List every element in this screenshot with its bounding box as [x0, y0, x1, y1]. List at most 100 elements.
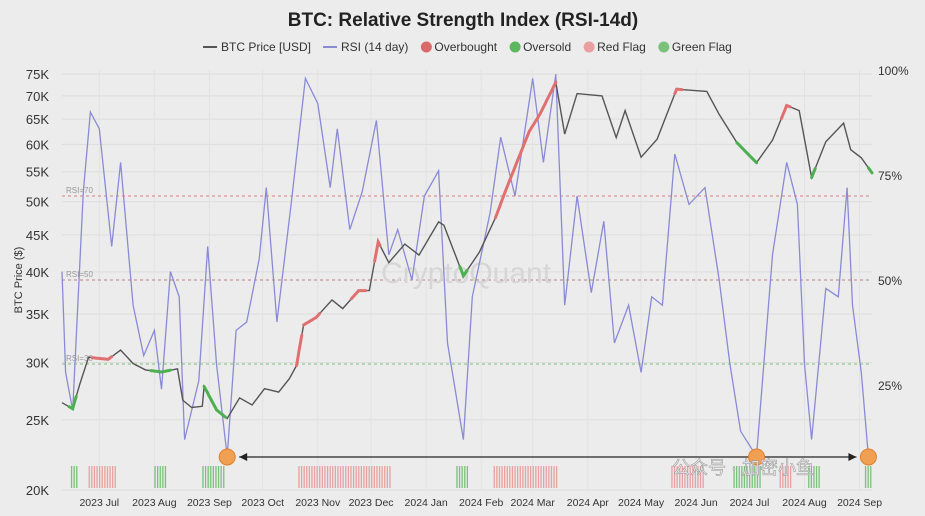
flag-bar — [548, 466, 550, 488]
flag-bar — [352, 466, 355, 488]
flag-bar — [787, 466, 789, 488]
flag-bar — [316, 466, 318, 488]
flag-bar — [553, 466, 555, 488]
legend: BTC Price [USD] RSI (14 day) Overbought Ove… — [203, 40, 732, 54]
flag-bar — [386, 466, 388, 488]
flag-bar — [389, 466, 391, 488]
flag-bar — [212, 466, 214, 488]
flag-bar — [381, 466, 383, 488]
flag-bar — [741, 466, 743, 488]
x-tick-9: 2024 Apr — [567, 497, 610, 509]
flag-bar — [532, 466, 534, 488]
y-left-tick-5: 50K — [26, 195, 49, 210]
x-tick-2: 2023 Sep — [187, 497, 232, 509]
y-left-tick-6: 45K — [26, 228, 49, 243]
flag-bar — [746, 466, 748, 488]
highlight-segment-9 — [493, 80, 558, 220]
legend-label-2: Overbought — [434, 40, 497, 54]
flag-bar — [311, 466, 313, 488]
highlight-segment-2 — [149, 368, 172, 374]
x-tick-10: 2024 May — [618, 497, 665, 509]
x-tick-3: 2023 Oct — [241, 497, 284, 509]
flag-bar — [818, 466, 820, 488]
flag-bar — [373, 466, 375, 488]
flag-bar — [358, 466, 360, 488]
flag-bar — [303, 466, 305, 488]
annotations — [218, 448, 877, 466]
x-tick-6: 2024 Jan — [405, 497, 448, 509]
flag-bar — [509, 466, 511, 488]
flag-bar — [337, 466, 339, 488]
flag-bar — [689, 466, 691, 488]
flag-bar — [112, 466, 114, 488]
legend-label-1: RSI (14 day) — [341, 40, 408, 54]
flag-bar — [808, 466, 810, 488]
flag-bar — [313, 466, 316, 488]
x-tick-11: 2024 Jun — [675, 497, 718, 509]
ref-label-2: RSI=30 — [66, 354, 93, 363]
flag-bar — [223, 466, 225, 488]
flag-bar — [676, 466, 678, 488]
flag-bar — [736, 466, 738, 488]
flag-bar — [556, 466, 558, 488]
flag-bar-group-2 — [154, 466, 167, 488]
flag-bar — [466, 466, 468, 488]
flag-bar — [694, 466, 696, 488]
x-tick-14: 2024 Sep — [837, 497, 882, 509]
flag-bar — [754, 466, 756, 488]
flag-bar — [550, 466, 553, 488]
flag-bar — [733, 466, 735, 488]
flag-bar — [790, 466, 792, 488]
highlight-segment-1 — [90, 355, 114, 361]
x-tick-0: 2023 Jul — [79, 497, 119, 509]
highlight-segment-0 — [67, 394, 78, 411]
x-tick-4: 2023 Nov — [295, 497, 341, 509]
flag-bar — [114, 466, 116, 488]
flag-bar — [749, 466, 751, 488]
highlight-segment-5 — [302, 312, 322, 327]
signal-highlights — [67, 80, 874, 419]
legend-dot-5 — [658, 41, 670, 53]
flag-bar — [756, 466, 759, 488]
flag-bar — [686, 466, 689, 488]
flag-bar — [334, 466, 336, 488]
flag-bar — [157, 466, 159, 488]
x-tick-1: 2023 Aug — [132, 497, 177, 509]
highlight-segment-13 — [810, 167, 817, 179]
flag-bar — [306, 466, 308, 488]
flag-bar — [73, 466, 75, 488]
highlight-segment-11 — [735, 141, 758, 165]
flag-bar — [810, 466, 812, 488]
flag-bar — [511, 466, 514, 488]
flag-bar-group-9 — [733, 466, 761, 488]
flag-bar — [537, 466, 540, 488]
flag-bar — [96, 466, 98, 488]
flag-bar — [76, 466, 78, 488]
legend-dot-4 — [583, 41, 595, 53]
flag-bar — [360, 466, 362, 488]
flag-bar — [784, 466, 787, 488]
flag-bar — [321, 466, 323, 488]
flag-bar — [684, 466, 686, 488]
flag-bar-group-3 — [202, 466, 225, 488]
price-line — [61, 79, 873, 420]
flag-bar — [870, 466, 872, 488]
flag-bar-group-10 — [779, 466, 792, 488]
y-left-tick-3: 60K — [26, 137, 49, 152]
flag-bar — [355, 466, 357, 488]
annotation-arrowhead-right — [848, 453, 857, 461]
flag-bar — [543, 466, 545, 488]
y-left-tick-11: 20K — [26, 483, 49, 498]
flag-bar — [101, 466, 103, 488]
flag-bar — [220, 466, 222, 488]
flag-bar — [93, 466, 96, 488]
annotation-arrowhead-left — [239, 453, 248, 461]
flag-bar — [339, 466, 342, 488]
flag-bar — [743, 466, 746, 488]
flag-bar — [159, 466, 161, 488]
flag-bar-group-6 — [456, 466, 468, 488]
flag-bar — [164, 466, 167, 488]
flag-bar — [815, 466, 818, 488]
y-axis-title: BTC Price ($) — [13, 247, 25, 314]
